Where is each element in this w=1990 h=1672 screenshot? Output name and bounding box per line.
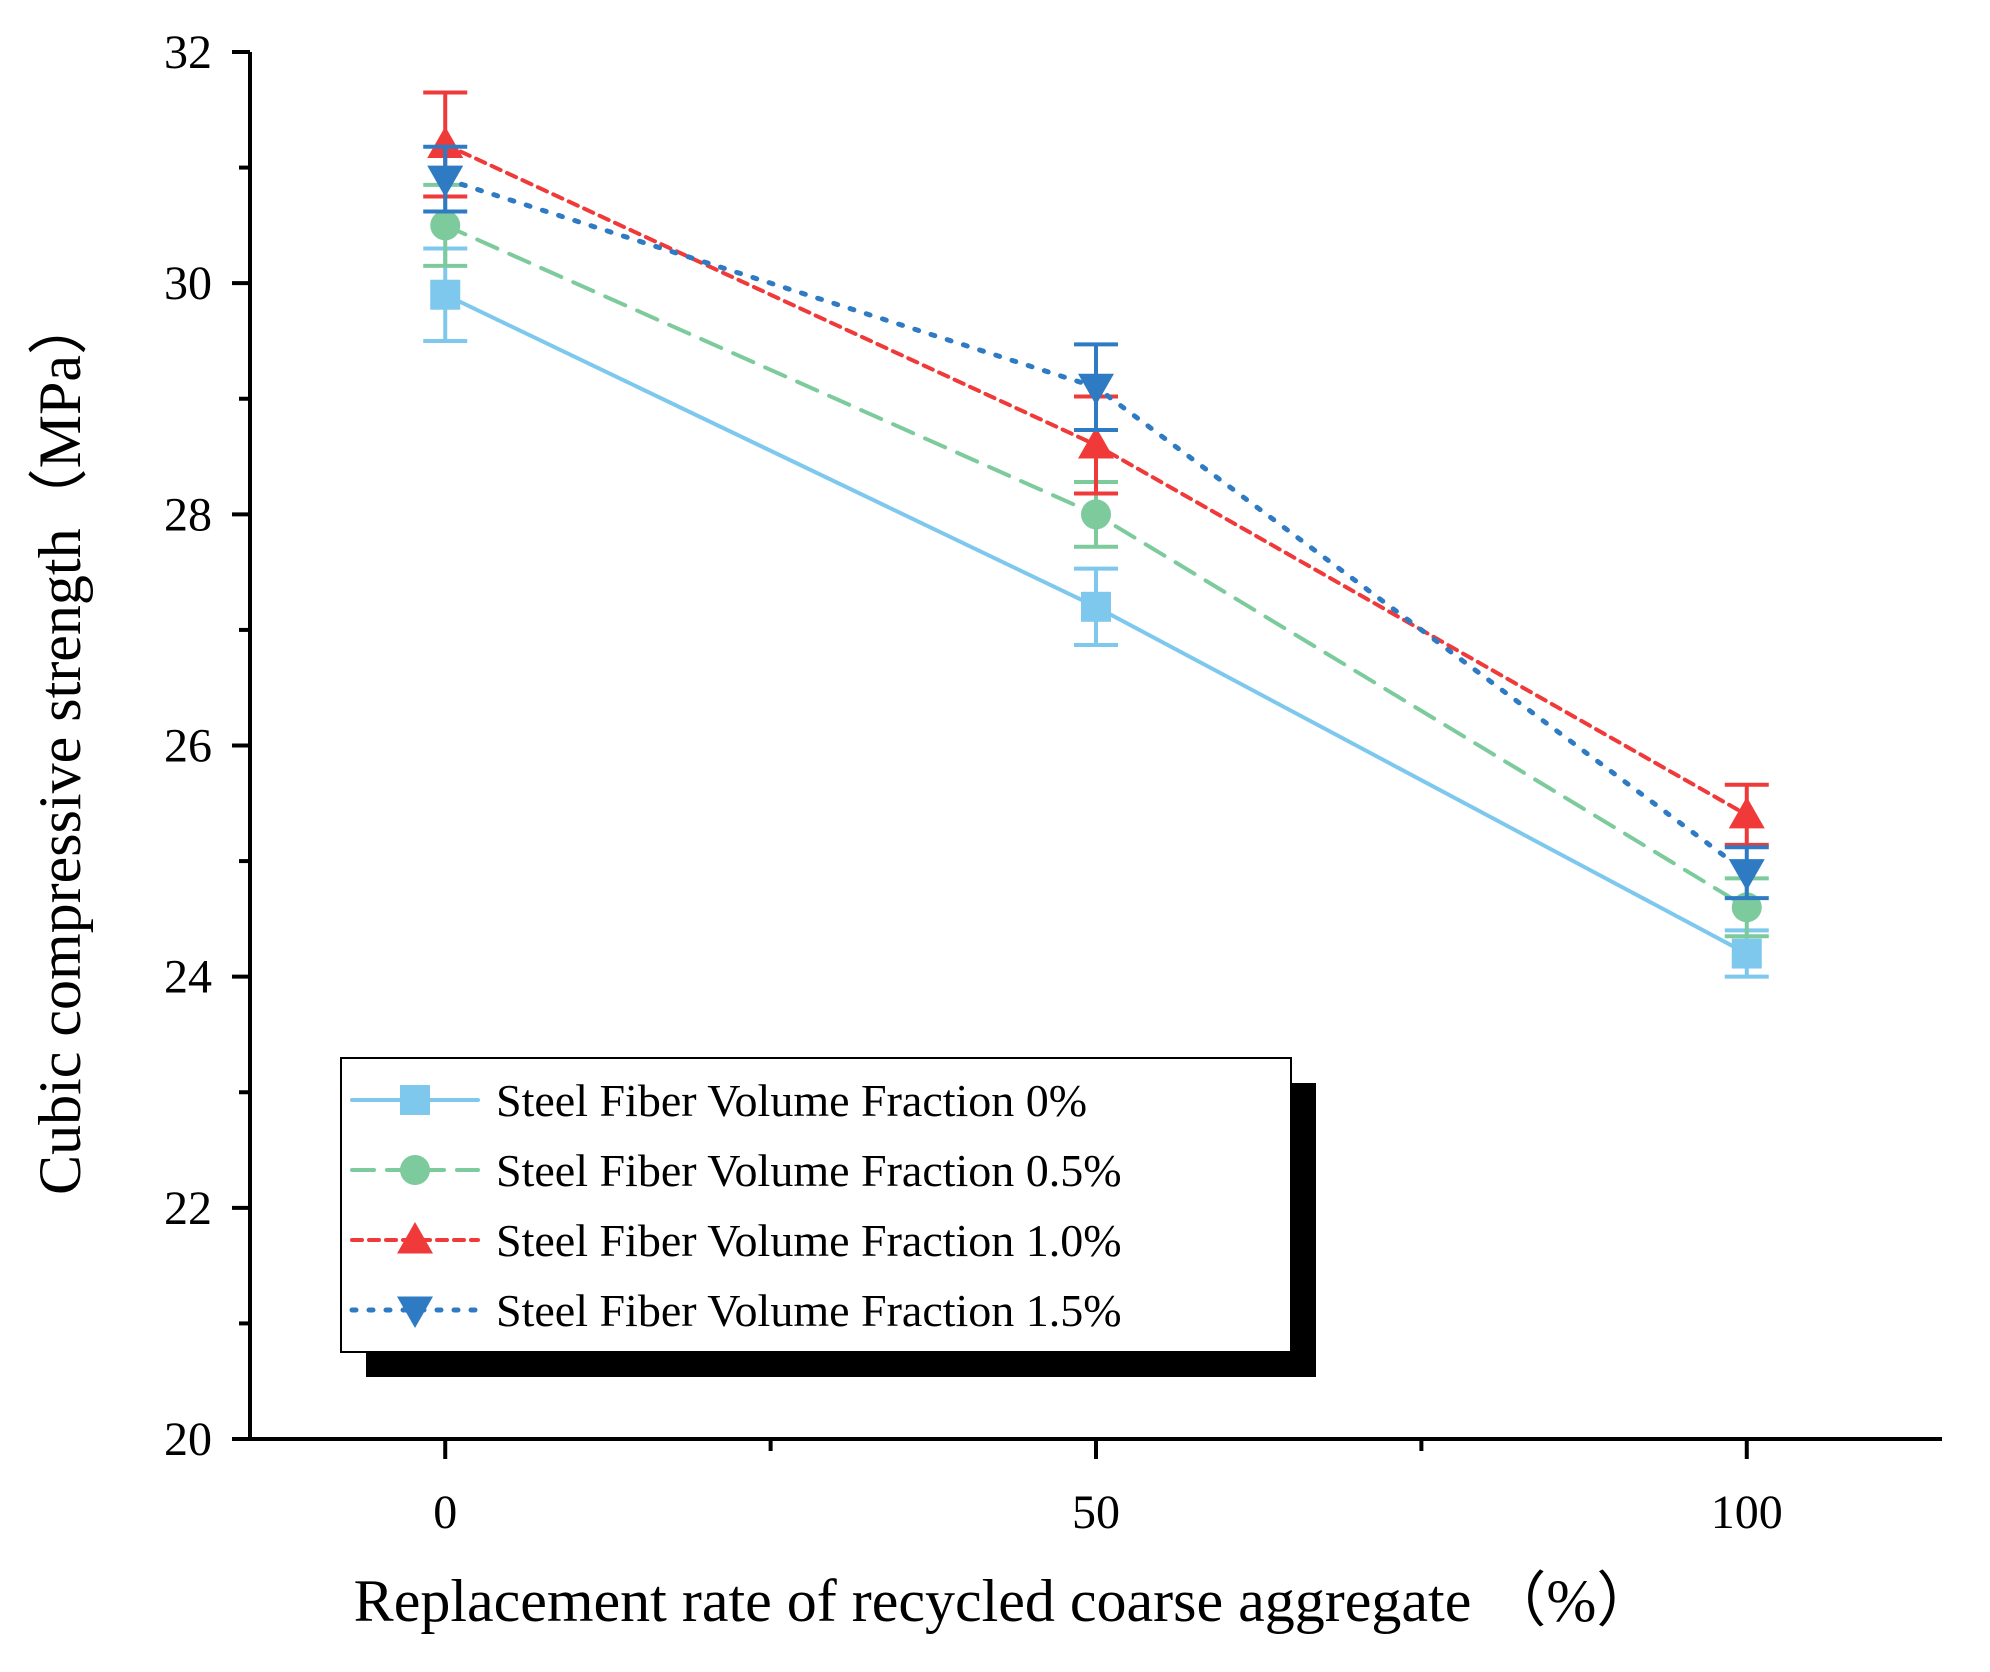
data-point (1081, 591, 1111, 622)
x-tick-label: 100 (1711, 1486, 1783, 1539)
x-ticks: 0 50 100 (433, 1439, 1783, 1539)
series-0 (423, 246, 1769, 979)
series-line (443, 223, 1749, 910)
series-3 (423, 144, 1769, 901)
y-tick-label: 30 (164, 257, 212, 310)
legend-label: Steel Fiber Volume Fraction 1.5% (496, 1285, 1122, 1336)
y-tick-label: 22 (164, 1182, 212, 1235)
data-point (430, 279, 461, 310)
data-point (1731, 938, 1762, 969)
legend-label: Steel Fiber Volume Fraction 1.0% (496, 1215, 1122, 1266)
data-point (1078, 426, 1114, 459)
series-layer (423, 90, 1769, 979)
y-axis-title: Cubic compressive strength（MPa） (27, 295, 93, 1195)
legend-marker (400, 1155, 430, 1185)
series-1 (423, 182, 1769, 939)
x-tick-label: 0 (433, 1486, 457, 1539)
legend-marker (400, 1085, 430, 1115)
series-2 (423, 90, 1769, 847)
y-tick-label: 32 (164, 26, 212, 79)
x-tick-label: 50 (1072, 1486, 1120, 1539)
legend-item: Steel Fiber Volume Fraction 1.0% (350, 1215, 1122, 1266)
legend-marker (397, 1296, 433, 1328)
data-point (1078, 373, 1114, 406)
legend: Steel Fiber Volume Fraction 0% Steel Fibe… (340, 1057, 1316, 1377)
legend-item: Steel Fiber Volume Fraction 0% (350, 1075, 1087, 1126)
legend-item: Steel Fiber Volume Fraction 1.5% (349, 1285, 1122, 1336)
data-point (1081, 499, 1111, 530)
data-point (427, 126, 464, 158)
legend-label: Steel Fiber Volume Fraction 0% (496, 1075, 1087, 1126)
data-point (1728, 796, 1765, 829)
y-tick-label: 28 (164, 488, 212, 541)
legend-item: Steel Fiber Volume Fraction 0.5% (350, 1145, 1122, 1196)
legend-marker (397, 1222, 433, 1254)
data-point (427, 165, 464, 198)
data-point (430, 210, 461, 241)
x-axis-title: Replacement rate of recycled coarse aggr… (354, 1568, 1657, 1634)
y-ticks: 20 22 24 26 28 30 32 (164, 26, 250, 1466)
legend-box (340, 1057, 1292, 1353)
data-point (1728, 859, 1765, 891)
legend-label: Steel Fiber Volume Fraction 0.5% (496, 1145, 1122, 1196)
y-tick-label: 20 (164, 1413, 212, 1466)
y-tick-label: 26 (164, 720, 212, 773)
y-tick-label: 24 (164, 951, 212, 1004)
